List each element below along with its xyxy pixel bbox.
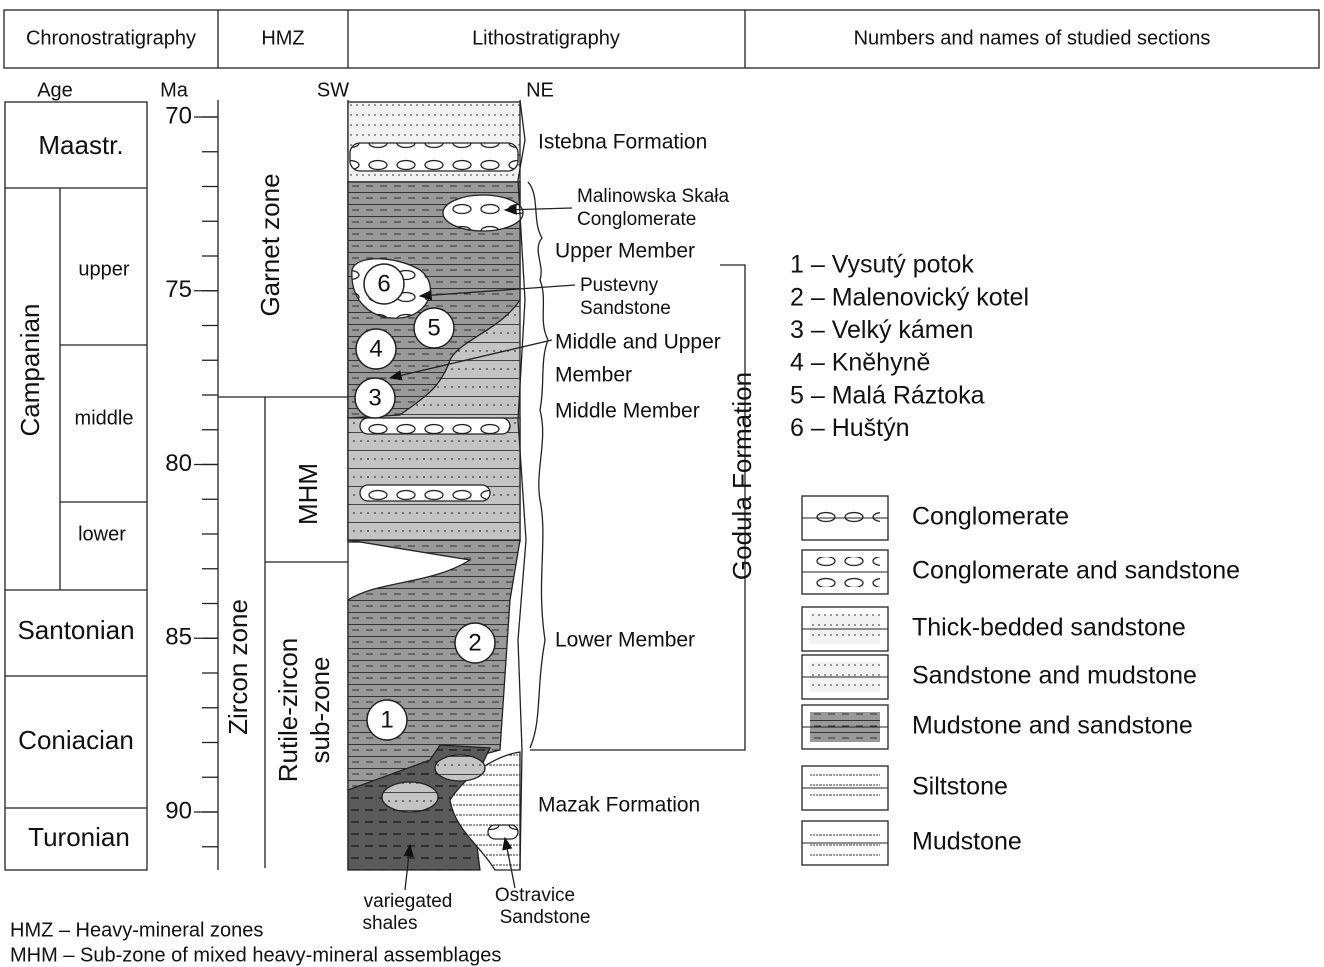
zone-label: sub-zone <box>305 657 335 764</box>
tick-label: 75 <box>165 276 192 303</box>
axis-label: Age <box>37 79 73 101</box>
legend-label: Mudstone and sandstone <box>912 712 1193 740</box>
tick-label: 70 <box>165 102 192 129</box>
legend-label: Conglomerate and sandstone <box>912 557 1240 585</box>
substage: lower <box>78 523 126 545</box>
unit-label: Godula Formation <box>727 372 757 580</box>
unit-label: variegated <box>364 891 453 912</box>
section-name: 5 – Malá Ráztoka <box>790 381 985 409</box>
unit-label: Sandstone <box>500 907 591 928</box>
tick-label: 80 <box>165 450 192 477</box>
diagram: Chronostratigraphy HMZ Lithostratigraphy… <box>0 0 1324 967</box>
unit-label: Pustevny <box>580 275 659 296</box>
header-cell: Lithostratigraphy <box>472 27 620 49</box>
zone-label: Garnet zone <box>255 173 285 316</box>
unit-label: Conglomerate <box>577 209 696 230</box>
unit-label: Upper Member <box>555 240 695 263</box>
legend-label: Siltstone <box>912 773 1008 801</box>
stage: Santonian <box>17 615 134 645</box>
header-cell: Chronostratigraphy <box>26 27 196 49</box>
unit-label: Malinowska Skała <box>577 186 729 207</box>
header-cell: Numbers and names of studied sections <box>854 27 1211 49</box>
unit-label: Istebna Formation <box>538 131 707 154</box>
substage: upper <box>78 258 129 280</box>
zone-label: Rutile-zircon <box>273 638 303 783</box>
unit-label: Mazak Formation <box>538 794 700 817</box>
marker-number: 4 <box>369 335 382 362</box>
marker-number: 6 <box>377 270 390 297</box>
axis-label: Ma <box>160 79 189 101</box>
stage: Campanian <box>15 304 45 437</box>
section-name: 3 – Velký kámen <box>790 316 973 344</box>
unit-label: Member <box>555 364 632 387</box>
legend: Conglomerate Conglomerate and sandstone Th… <box>802 496 1240 865</box>
unit-label: Ostravice <box>495 885 575 906</box>
marker-number: 5 <box>427 314 440 341</box>
stage: Maastr. <box>38 130 123 160</box>
legend-label: Conglomerate <box>912 503 1069 531</box>
legend-label: Sandstone and mudstone <box>912 662 1197 690</box>
header: Chronostratigraphy HMZ Lithostratigraphy… <box>4 10 1319 68</box>
header-cell: HMZ <box>261 27 304 49</box>
substage: middle <box>75 407 134 429</box>
stage: Turonian <box>28 822 130 852</box>
section-name: 4 – Kněhyně <box>790 349 930 377</box>
legend-label: Thick-bedded sandstone <box>912 614 1186 642</box>
section-name: 6 – Huštýn <box>790 414 910 442</box>
footnote: MHM – Sub-zone of mixed heavy-mineral as… <box>10 944 501 966</box>
unit-label: Middle Member <box>555 400 700 423</box>
zone-label: MHM <box>293 463 323 525</box>
ma-axis: 70 75 80 85 90 <box>165 100 218 870</box>
axis-label: SW <box>317 79 349 101</box>
zone-label: Zircon zone <box>223 599 253 735</box>
marker-number: 3 <box>368 384 381 411</box>
unit-label: shales <box>363 913 418 934</box>
marker-number: 1 <box>380 706 393 733</box>
unit-label: Middle and Upper <box>555 331 721 354</box>
unit-label: Sandstone <box>580 298 671 319</box>
section-name: 2 – Malenovický kotel <box>790 283 1029 311</box>
unit-label: Lower Member <box>555 629 695 652</box>
axis-label: NE <box>526 79 554 101</box>
section-name: 1 – Vysutý potok <box>790 251 974 279</box>
tick-label: 90 <box>165 797 192 824</box>
stage: Coniacian <box>18 725 134 755</box>
marker-number: 2 <box>468 629 481 656</box>
sections-list: 1 – Vysutý potok 2 – Malenovický kotel 3 –… <box>790 251 1029 443</box>
legend-label: Mudstone <box>912 828 1022 856</box>
tick-label: 85 <box>165 624 192 651</box>
footnote: HMZ – Heavy-mineral zones <box>10 919 263 941</box>
litho-column <box>348 100 526 870</box>
